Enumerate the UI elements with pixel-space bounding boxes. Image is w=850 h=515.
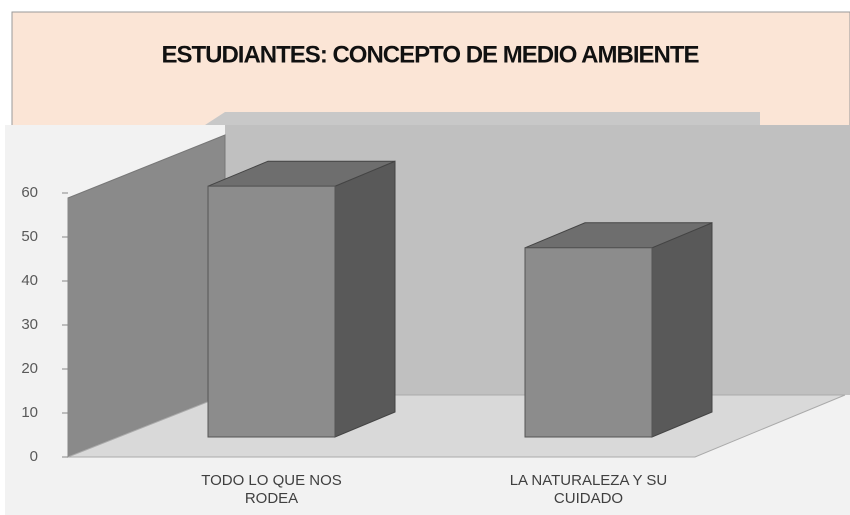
x-tick-label: LA NATURALEZA Y SU CUIDADO — [509, 472, 668, 507]
y-tick-label: 60 — [21, 184, 38, 201]
y-tick-label: 50 — [21, 228, 38, 245]
bar — [524, 247, 653, 438]
chart-title: ESTUDIANTES: CONCEPTO DE MEDIO AMBIENTE — [161, 41, 699, 68]
y-tick-label: 40 — [21, 272, 38, 289]
bar — [207, 185, 336, 438]
y-tick-label: 10 — [21, 404, 38, 421]
bar-side — [651, 222, 713, 438]
y-tick-label: 30 — [21, 316, 38, 333]
bar-side — [334, 160, 396, 438]
y-tick-label: 20 — [21, 360, 38, 377]
x-tick-label: TODO LO QUE NOS RODEA — [201, 472, 342, 507]
wall-top — [205, 112, 760, 125]
y-tick-label: 0 — [30, 448, 38, 465]
